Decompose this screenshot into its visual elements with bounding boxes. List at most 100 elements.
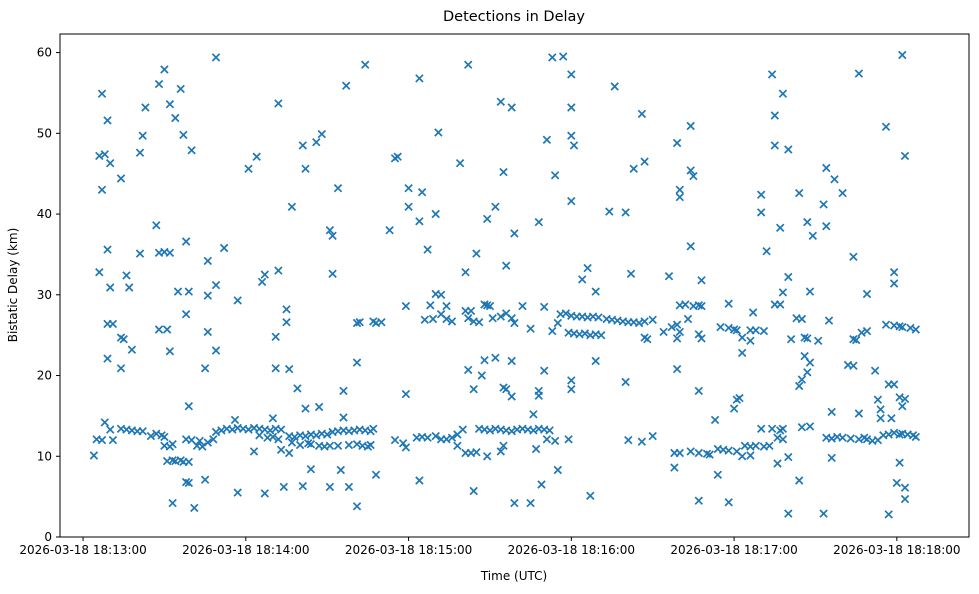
data-point-marker — [390, 435, 400, 445]
data-point-marker — [567, 376, 576, 385]
data-point-marker — [160, 432, 169, 442]
data-point-marker — [491, 353, 500, 363]
data-point-marker — [889, 267, 899, 277]
data-point-marker — [339, 413, 348, 422]
data-point-marker — [124, 283, 134, 292]
data-point-marker — [822, 163, 831, 173]
data-point-marker — [767, 70, 777, 79]
data-point-marker — [672, 334, 682, 343]
x-tick-label: 2026-03-18 18:14:00 — [182, 543, 309, 557]
data-point-marker — [510, 498, 519, 508]
data-point-marker — [176, 84, 185, 94]
data-point-marker — [168, 456, 177, 465]
y-tick-label: 20 — [37, 369, 52, 383]
data-point-marker — [455, 158, 465, 168]
data-point-marker — [230, 415, 240, 425]
data-point-marker — [784, 509, 793, 518]
data-point-marker — [756, 208, 766, 217]
data-point-marker — [746, 336, 755, 346]
data-point-marker — [775, 300, 785, 309]
data-point-marker — [697, 301, 706, 311]
data-point-marker — [870, 366, 880, 375]
data-point-marker — [567, 131, 576, 140]
data-point-marker — [564, 435, 573, 444]
data-point-marker — [900, 151, 910, 161]
data-point-marker — [287, 202, 297, 212]
data-point-marker — [542, 135, 552, 145]
data-point-marker — [884, 510, 893, 519]
data-point-marker — [610, 82, 619, 91]
data-point-marker — [567, 103, 576, 112]
data-point-marker — [794, 381, 804, 391]
data-point-marker — [539, 366, 549, 375]
data-point-marker — [591, 356, 600, 366]
data-point-marker — [794, 188, 804, 198]
data-point-marker — [100, 418, 110, 427]
data-point-marker — [211, 280, 221, 290]
data-point-marker — [800, 333, 809, 342]
data-point-marker — [526, 498, 535, 508]
data-point-marker — [200, 475, 210, 484]
data-point-marker — [138, 131, 147, 140]
y-tick-label: 30 — [37, 288, 52, 302]
data-point-marker — [507, 356, 516, 366]
data-point-marker — [873, 395, 883, 404]
data-point-marker — [377, 317, 386, 327]
data-point-marker — [746, 451, 755, 460]
data-point-marker — [442, 301, 451, 311]
data-point-marker — [105, 283, 115, 292]
data-point-marker — [369, 424, 378, 434]
data-point-marker — [461, 267, 470, 277]
data-point-marker — [596, 330, 606, 340]
data-point-marker — [539, 302, 549, 312]
data-point-marker — [643, 334, 652, 344]
data-point-marker — [542, 435, 552, 444]
data-point-marker — [637, 109, 647, 119]
data-point-marker — [463, 365, 473, 375]
data-point-marker — [306, 439, 316, 449]
data-point-marker — [203, 256, 213, 266]
data-point-marker — [100, 150, 110, 159]
data-point-marker — [675, 327, 685, 337]
data-point-marker — [686, 121, 695, 131]
data-point-marker — [507, 392, 516, 401]
data-point-marker — [355, 317, 364, 327]
data-point-marker — [105, 158, 115, 168]
data-point-marker — [784, 452, 793, 462]
data-point-marker — [325, 482, 335, 492]
data-point-marker — [900, 494, 910, 504]
data-point-marker — [737, 333, 747, 342]
data-point-marker — [257, 277, 267, 287]
data-point-marker — [778, 424, 788, 434]
data-point-marker — [507, 313, 516, 323]
data-point-marker — [756, 424, 766, 434]
data-point-marker — [393, 152, 402, 161]
data-point-marker — [190, 503, 199, 513]
data-point-marker — [271, 332, 280, 342]
data-point-marker — [759, 326, 769, 336]
data-point-marker — [371, 470, 381, 480]
data-point-marker — [431, 431, 440, 441]
data-point-marker — [211, 53, 221, 62]
data-point-marker — [862, 289, 872, 299]
data-point-marker — [428, 314, 438, 324]
data-point-marker — [797, 375, 807, 384]
data-point-marker — [404, 183, 413, 193]
data-point-marker — [89, 451, 99, 460]
data-point-marker — [624, 435, 633, 445]
data-point-marker — [819, 509, 828, 518]
data-point-marker — [97, 185, 107, 195]
data-point-marker — [705, 450, 714, 459]
data-point-marker — [211, 346, 221, 355]
y-tick-label: 50 — [37, 126, 52, 140]
data-point-marker — [352, 318, 362, 328]
data-point-marker — [401, 443, 411, 452]
data-point-marker — [173, 287, 183, 296]
data-point-marker — [162, 325, 172, 334]
data-point-marker — [344, 482, 354, 492]
data-point-marker — [95, 267, 104, 277]
data-point-marker — [526, 324, 535, 333]
data-point-marker — [724, 299, 733, 308]
